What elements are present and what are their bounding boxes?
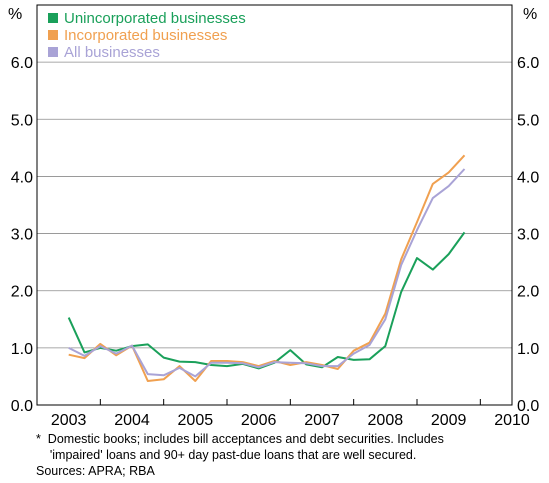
ytick-label-left-4: 4.0 xyxy=(11,169,33,186)
xtick-label-1: 2004 xyxy=(114,412,150,429)
ytick-label-left-6: 6.0 xyxy=(11,55,33,72)
ytick-label-right-5: 5.0 xyxy=(517,112,539,129)
footnote-line-1: * Domestic books; includes bill acceptan… xyxy=(36,432,444,446)
series-line-2 xyxy=(68,168,466,378)
xtick-label-3: 2006 xyxy=(241,412,277,429)
axis-ticks: 0.0 0.0 1.0 1.0 2.0 2.0 3.0 3.0 4.0 4.0 5.0 5.0 6.0 6… xyxy=(11,55,540,429)
xtick-label-6: 2009 xyxy=(431,412,467,429)
ytick-label-right-4: 4.0 xyxy=(517,169,539,186)
plot-border xyxy=(36,4,513,406)
ytick-label-right-0: 0.0 xyxy=(517,398,539,415)
ytick-label-right-6: 6.0 xyxy=(517,55,539,72)
legend-label-1: Incorporated businesses xyxy=(64,27,227,44)
ytick-label-left-1: 1.0 xyxy=(11,341,33,358)
plot-frame xyxy=(36,4,513,406)
ytick-label-left-3: 3.0 xyxy=(11,227,33,244)
xtick-label-4: 2007 xyxy=(304,412,340,429)
legend-label-2: All businesses xyxy=(64,44,160,61)
footnote-line-2: 'impaired' loans and 90+ day past-due lo… xyxy=(36,448,417,462)
ytick-label-right-1: 1.0 xyxy=(517,341,539,358)
left-axis-unit: % xyxy=(8,6,23,23)
right-axis-unit: % xyxy=(523,6,538,23)
legend-swatch-0 xyxy=(48,13,58,23)
ytick-label-left-0: 0.0 xyxy=(11,398,33,415)
series-lines xyxy=(67,154,466,382)
ytick-label-left-5: 5.0 xyxy=(11,112,33,129)
xtick-label-0: 2003 xyxy=(51,412,87,429)
sources: Sources: APRA; RBA xyxy=(36,464,155,478)
ytick-label-right-2: 2.0 xyxy=(517,284,539,301)
legend-label-0: Unincorporated businesses xyxy=(64,10,246,27)
ytick-label-right-3: 3.0 xyxy=(517,227,539,244)
grid xyxy=(37,61,512,349)
legend-swatch-1 xyxy=(48,30,58,40)
xtick-label-7: 2010 xyxy=(494,412,530,429)
legend-swatch-2 xyxy=(48,47,58,57)
xtick-label-2: 2005 xyxy=(178,412,214,429)
xtick-label-5: 2008 xyxy=(368,412,404,429)
ytick-label-left-2: 2.0 xyxy=(11,284,33,301)
